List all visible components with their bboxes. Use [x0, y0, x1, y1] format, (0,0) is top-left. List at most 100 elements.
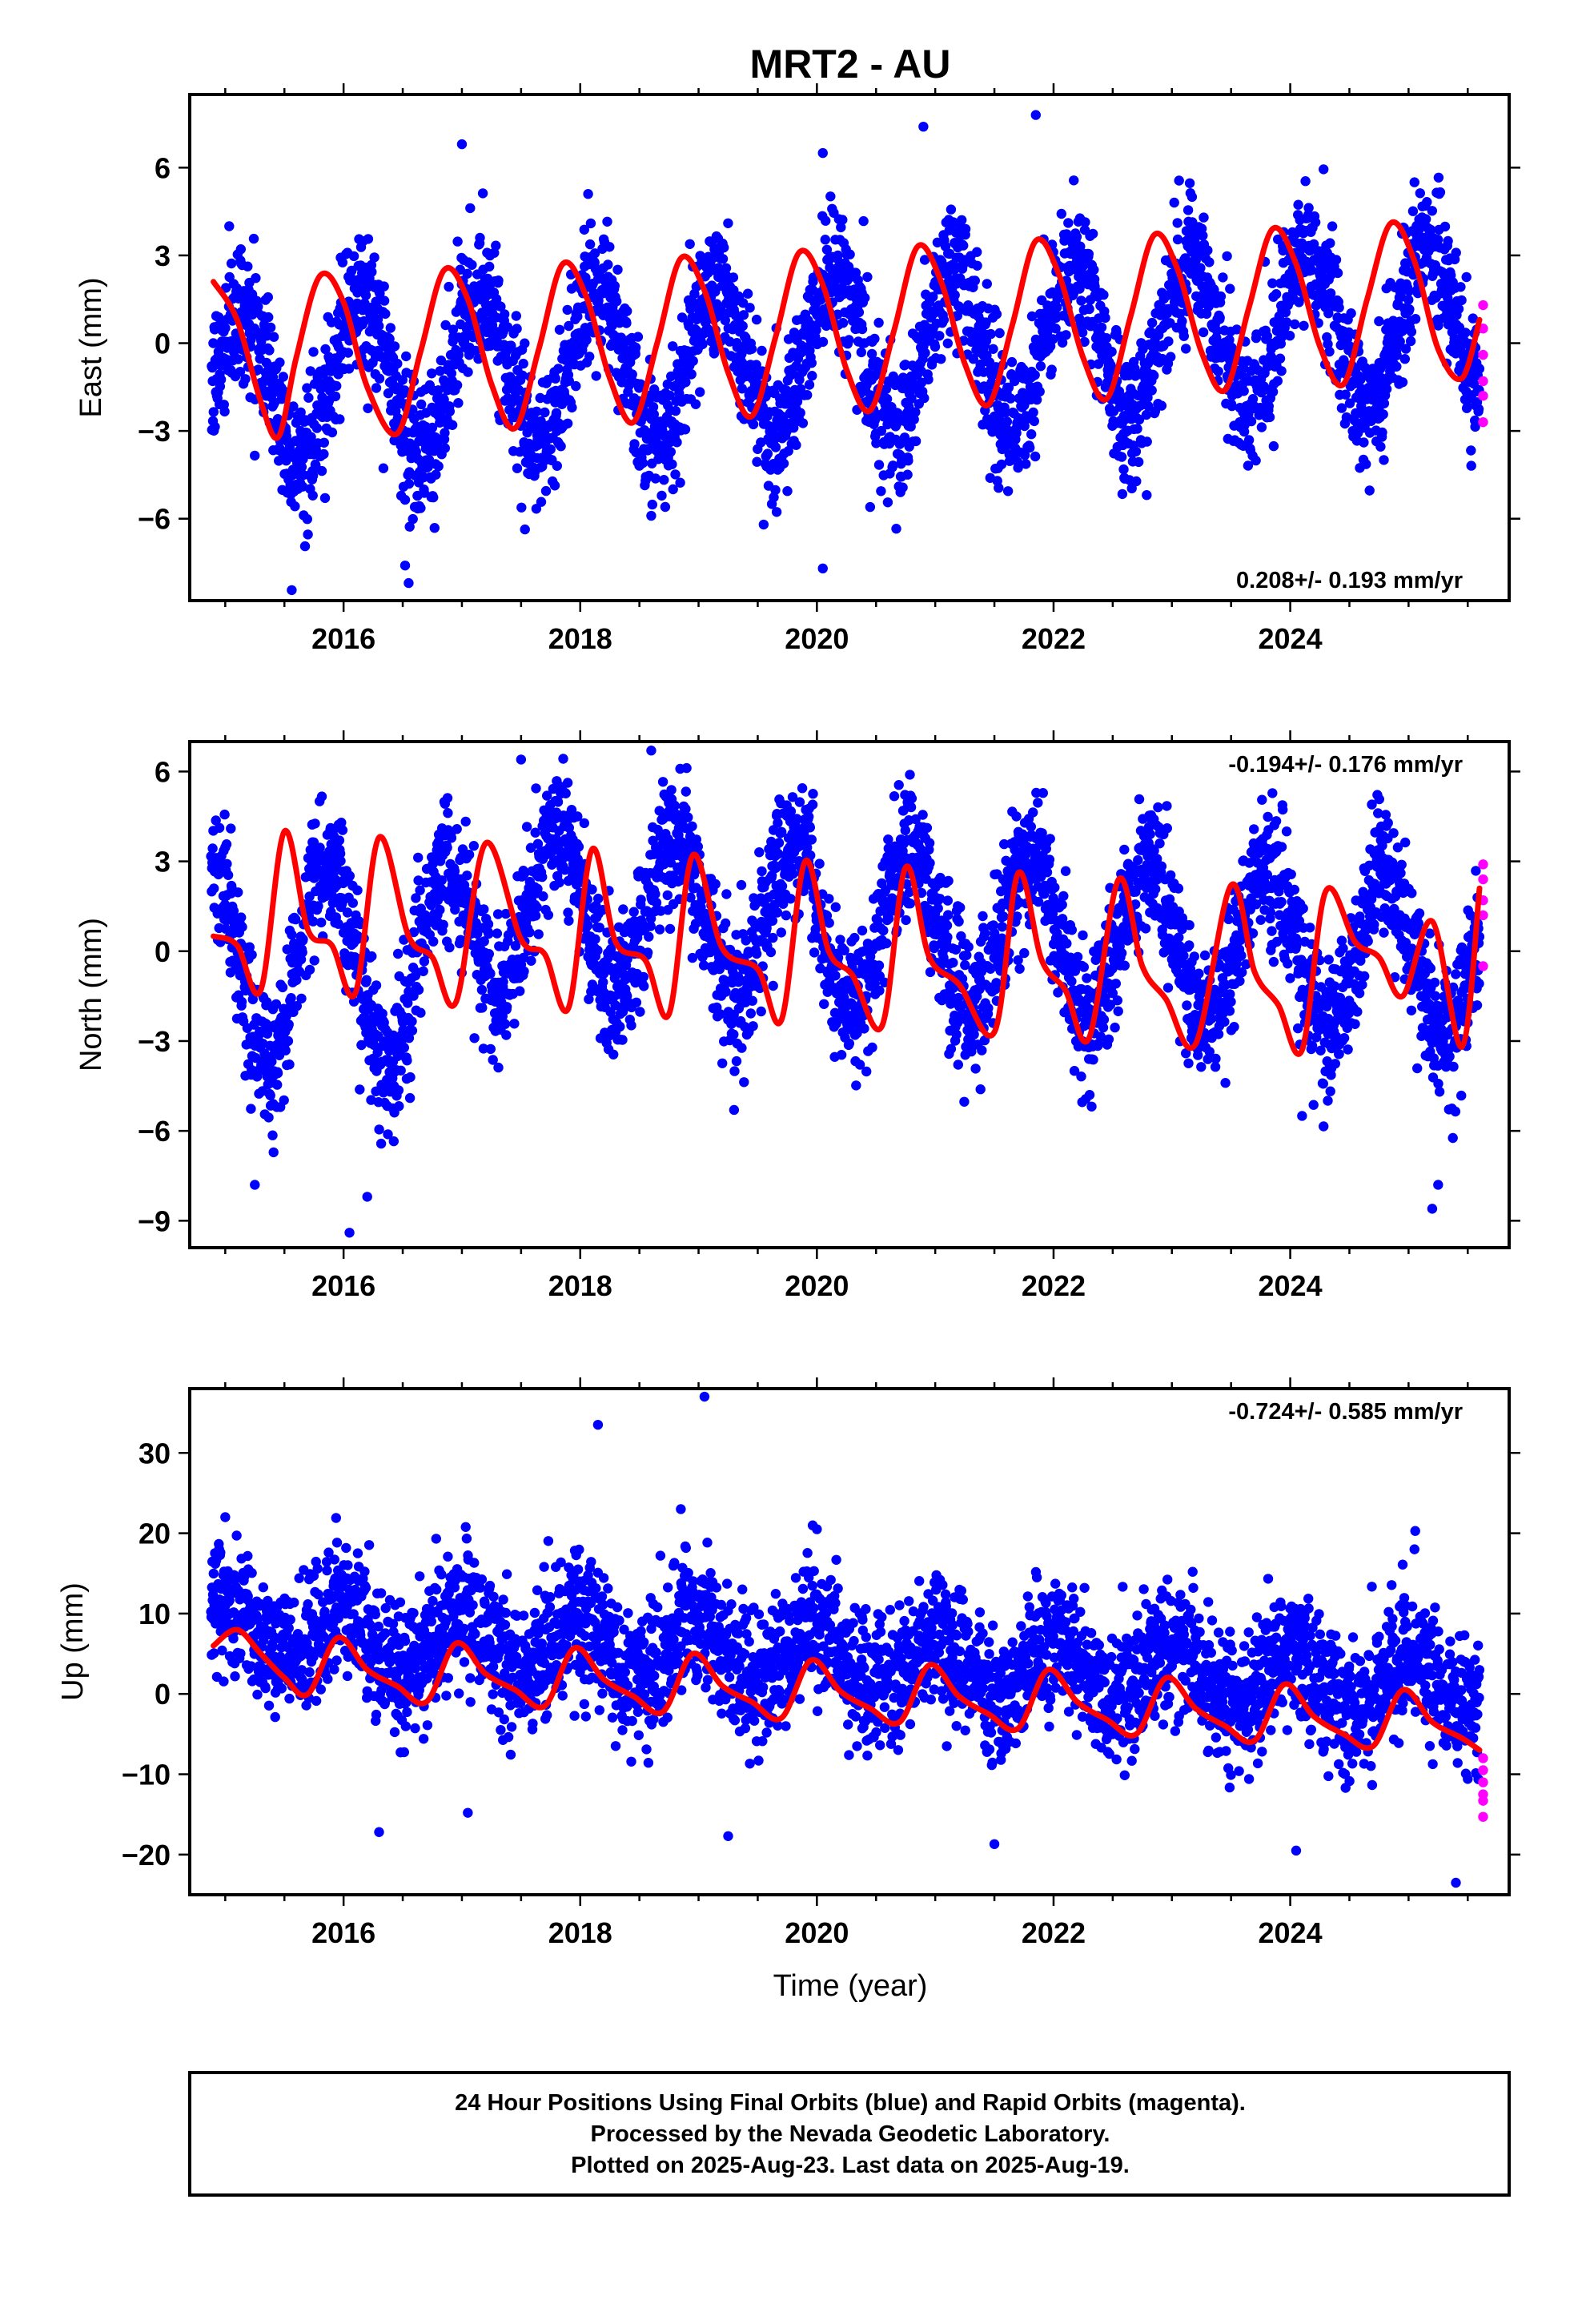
- final-orbit-point: [590, 934, 600, 944]
- final-orbit-point: [794, 375, 805, 385]
- final-orbit-point: [1276, 366, 1287, 376]
- x-tick-label: 2024: [1259, 622, 1323, 655]
- final-orbit-point: [1142, 490, 1152, 501]
- final-orbit-point: [484, 261, 495, 272]
- final-orbit-point: [531, 504, 542, 514]
- final-orbit-point: [1473, 404, 1484, 414]
- rapid-orbit-point: [1478, 416, 1488, 428]
- final-orbit-point: [1025, 442, 1035, 453]
- final-orbit-point: [1156, 400, 1167, 411]
- final-orbit-point: [662, 890, 673, 901]
- final-orbit-point: [1130, 446, 1142, 456]
- final-orbit-point: [1172, 218, 1182, 228]
- final-orbit-point: [460, 816, 471, 827]
- final-orbit-point: [404, 577, 414, 589]
- final-orbit-point: [598, 977, 608, 987]
- final-orbit-point: [448, 324, 459, 335]
- final-orbit-point: [1303, 203, 1314, 213]
- final-orbit-point: [1256, 422, 1267, 432]
- final-orbit-point: [1410, 314, 1421, 324]
- final-orbit-point: [319, 448, 329, 460]
- final-orbit-point: [549, 480, 560, 491]
- final-orbit-point: [1002, 416, 1013, 427]
- final-orbit-point: [603, 259, 613, 270]
- final-orbit-point: [1117, 489, 1128, 500]
- rapid-orbit-point: [1478, 391, 1488, 401]
- final-orbit-point: [428, 492, 439, 503]
- plot-area: [206, 746, 1488, 1238]
- final-orbit-point: [399, 1043, 409, 1053]
- final-orbit-point: [1404, 304, 1415, 315]
- final-orbit-point: [363, 403, 373, 413]
- final-orbit-point: [580, 272, 591, 283]
- final-orbit-point: [622, 306, 632, 316]
- final-orbit-point: [512, 463, 523, 473]
- final-orbit-point: [1439, 221, 1451, 232]
- final-orbit-point: [371, 980, 382, 991]
- final-orbit-point: [1026, 429, 1037, 440]
- final-orbit-point: [485, 1043, 496, 1055]
- final-orbit-point: [587, 884, 597, 895]
- final-orbit-point: [1019, 450, 1030, 460]
- final-orbit-point: [388, 1136, 399, 1147]
- final-orbit-point: [462, 870, 472, 881]
- final-orbit-point: [1278, 245, 1288, 256]
- axis-ticks: [179, 83, 1520, 612]
- final-orbit-point: [337, 825, 348, 835]
- final-orbit-point: [512, 324, 522, 334]
- x-tick-label: 2016: [311, 622, 375, 655]
- final-orbit-point: [400, 560, 411, 571]
- final-orbit-point: [219, 406, 230, 417]
- final-orbit-point: [1177, 316, 1187, 327]
- final-orbit-point: [1030, 370, 1040, 380]
- final-orbit-point: [303, 529, 313, 540]
- final-orbit-point: [1215, 291, 1227, 302]
- final-orbit-point: [284, 1059, 295, 1070]
- final-orbit-point: [374, 1124, 384, 1135]
- final-orbit-point: [298, 454, 308, 464]
- final-orbit-point: [355, 1084, 365, 1095]
- final-orbit-point: [444, 406, 455, 416]
- final-orbit-point: [498, 976, 508, 987]
- final-orbit-point: [263, 292, 273, 303]
- final-orbit-point: [591, 371, 601, 381]
- final-orbit-point: [1406, 327, 1417, 337]
- final-orbit-point: [550, 373, 560, 384]
- final-orbit-point: [1011, 428, 1022, 438]
- final-orbit-point: [247, 950, 257, 960]
- final-orbit-point: [291, 975, 302, 985]
- final-orbit-point: [837, 215, 848, 225]
- final-orbit-point: [378, 463, 389, 473]
- final-orbit-point: [1134, 456, 1144, 468]
- final-orbit-point: [1307, 265, 1317, 275]
- final-orbit-point: [636, 379, 646, 389]
- final-orbit-point: [1050, 324, 1061, 334]
- final-orbit-point: [267, 1056, 277, 1067]
- final-orbit-point: [1126, 483, 1137, 494]
- final-orbit-point: [475, 232, 485, 243]
- final-orbit-point: [650, 473, 661, 484]
- final-orbit-point: [1461, 271, 1472, 283]
- final-orbit-point: [511, 311, 521, 321]
- final-orbit-point: [1057, 337, 1068, 348]
- final-orbit-point: [438, 919, 448, 931]
- plot-frame: [188, 93, 1511, 602]
- final-orbit-point: [738, 310, 749, 320]
- final-orbit-point: [573, 842, 584, 852]
- final-orbit-point: [360, 290, 371, 300]
- final-orbit-point: [408, 513, 418, 525]
- x-tick-label: 2020: [785, 622, 849, 655]
- final-orbit-point: [845, 249, 855, 259]
- final-orbit-point: [1096, 322, 1107, 332]
- final-orbit-point: [558, 754, 568, 764]
- final-orbit-point: [228, 906, 239, 916]
- final-orbit-point: [948, 217, 958, 227]
- final-orbit-point: [500, 309, 510, 320]
- final-orbit-point: [485, 968, 496, 979]
- final-orbit-point: [384, 334, 395, 344]
- final-orbit-point: [882, 497, 893, 508]
- y-tick-label: 6: [155, 151, 171, 184]
- final-orbit-point: [492, 928, 503, 939]
- final-orbit-point: [518, 358, 528, 369]
- final-orbit-point: [1048, 334, 1058, 344]
